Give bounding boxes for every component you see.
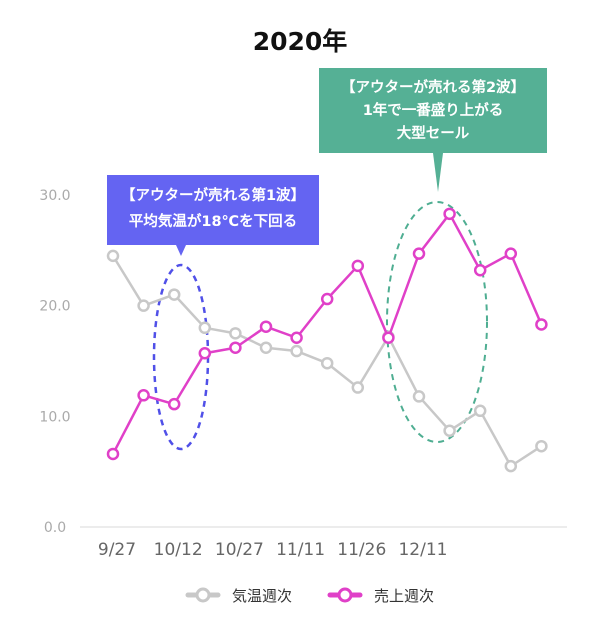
x-tick-label: 11/26 [337,540,386,560]
sales-point [443,207,456,221]
temperature-point [473,404,487,418]
temperature-point [443,424,456,437]
legend-sales-marker [337,587,353,603]
sales-series-line [111,212,543,455]
sales-point [382,331,395,345]
sales-point [535,318,548,331]
temperature-point [198,321,212,335]
temperature-point [259,341,273,354]
y-tick-label: 30.0 [39,188,70,204]
sales-point [351,259,365,273]
legend-sales-label: 売上週次 [374,587,434,605]
sales-point [504,247,518,260]
temperature-point [504,459,518,473]
x-axis: 9/27 10/12 10/27 11/11 11/26 12/11 [98,540,448,560]
temperature-point [535,439,548,453]
temperature-point [412,390,426,403]
callout-wave-2-box [319,68,547,153]
x-tick-label: 9/27 [98,540,136,560]
callout-wave-1-box [107,175,319,245]
x-tick-label: 10/12 [154,540,203,560]
temperature-point [351,381,365,394]
callout-wave-2-line-1: 【アウターが売れる第2波】 [341,78,525,96]
callout-wave-1-pointer [176,245,186,256]
temperature-point [320,356,334,370]
legend-temperature-label: 気温週次 [232,587,292,605]
sales-point [137,389,150,402]
y-tick-label: 20.0 [39,299,70,315]
sales-point [106,447,120,461]
callout-wave-1-line-2: 平均気温が18℃を下回る [129,212,297,230]
sales-point [259,320,273,333]
sales-point [198,347,212,360]
legend-temperature-marker [195,587,211,603]
y-tick-label: 10.0 [39,409,70,425]
callout-wave-1-line-1: 【アウターが売れる第1波】 [121,186,305,204]
callout-wave-2-line-3: 大型セール [397,124,470,142]
legend-item-sales: 売上週次 [327,587,434,605]
temperature-point [290,344,303,358]
x-tick-label: 10/27 [215,540,264,560]
y-tick-label: 0.0 [44,520,66,536]
legend-item-temperature: 気温週次 [185,587,292,605]
temperature-point [106,249,120,263]
highlight-ellipse-wave-2 [386,201,488,443]
sales-point [290,331,303,345]
y-axis: 0.0 10.0 20.0 30.0 [39,188,70,536]
x-tick-label: 11/11 [276,540,325,560]
chart-title: 2020年 [253,27,348,56]
sales-point [167,397,181,411]
callout-wave-2-line-2: 1年で一番盛り上がる [363,101,504,119]
callout-wave-1: 【アウターが売れる第1波】 平均気温が18℃を下回る [107,175,319,256]
temperature-point [229,327,242,340]
callout-wave-2-pointer [433,153,443,192]
x-tick-label: 12/11 [398,540,447,560]
sales-point [412,247,426,260]
temperature-point [137,299,150,312]
sales-point [229,341,242,354]
series-layer [106,207,548,473]
temperature-point [167,288,181,301]
sales-point [473,264,487,277]
sales-point [320,292,334,306]
callout-wave-2: 【アウターが売れる第2波】 1年で一番盛り上がる 大型セール [319,68,547,192]
legend: 気温週次 売上週次 [185,587,434,605]
